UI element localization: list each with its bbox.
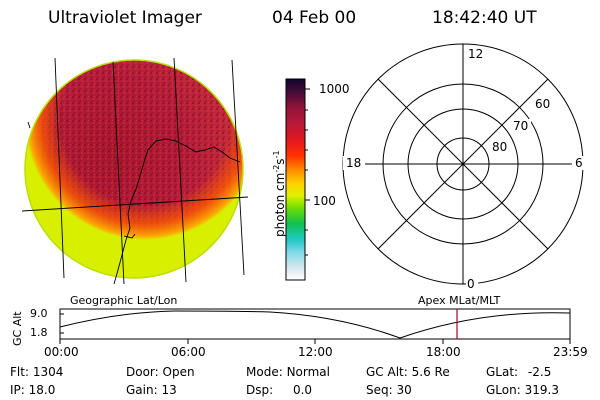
geographic-projection-label: Geographic Lat/Lon (70, 294, 178, 307)
mlat-label-60: 60 (535, 97, 551, 111)
altitude-ylabel: GC Alt (11, 311, 24, 346)
time-tick-1200: 12:00 (298, 345, 333, 359)
mlat-label-70: 70 (513, 119, 529, 133)
status-ip: IP: 18.0 (10, 383, 56, 397)
time-label: 18:42:40 UT (432, 8, 537, 28)
colorbar-tick-1000: 1000 (319, 82, 350, 96)
time-tick-2359: 23:59 (553, 345, 588, 359)
geo-grid-lines (21, 57, 249, 285)
mlt-label-18: 18 (346, 156, 362, 170)
mlat-label-80: 80 (492, 140, 508, 154)
altitude-ytick-min: 1.8 (30, 326, 48, 339)
earth-disk-image (24, 59, 244, 279)
status-gc-alt: GC Alt: 5.6 Re (366, 365, 450, 379)
status-mode: Mode: Normal (246, 365, 330, 379)
colorbar-unit-label: photon cm-2s-1 (272, 150, 287, 237)
status-glon: GLon: 319.3 (486, 383, 559, 397)
status-dsp: Dsp: 0.0 (246, 383, 313, 397)
status-seq: Seq: 30 (366, 383, 412, 397)
altitude-ytick-max: 9.0 (30, 307, 48, 320)
coastline (113, 138, 241, 285)
date-label: 04 Feb 00 (272, 8, 357, 28)
altitude-plot (59, 308, 571, 344)
status-gain: Gain: 13 (126, 383, 177, 397)
time-tick-0000: 00:00 (44, 345, 79, 359)
polar-grid (342, 43, 584, 285)
colorbar-tick-100: 100 (313, 194, 336, 208)
mlt-label-0: 0 (467, 277, 475, 291)
colorbar (285, 78, 310, 281)
apex-projection-label: Apex MLat/MLT (418, 294, 501, 307)
time-tick-1800: 18:00 (426, 345, 461, 359)
status-glat: GLat: -2.5 (486, 365, 552, 379)
status-door: Door: Open (126, 365, 195, 379)
time-tick-0600: 06:00 (171, 345, 206, 359)
instrument-title: Ultraviolet Imager (48, 8, 202, 28)
mlt-label-12: 12 (468, 47, 484, 61)
mlt-label-6: 6 (575, 156, 583, 170)
status-flt: Flt: 1304 (10, 365, 64, 379)
